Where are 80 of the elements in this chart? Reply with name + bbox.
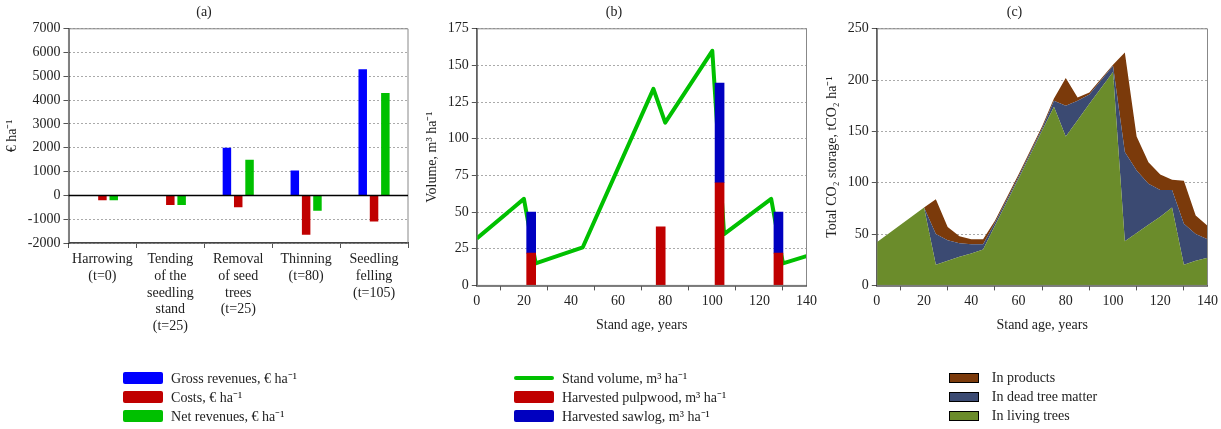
- y-tick-label: 250: [847, 20, 869, 36]
- x-tick-label: 40: [964, 293, 979, 309]
- x-tick-label: 120: [1149, 293, 1171, 309]
- bar: [714, 82, 725, 184]
- bar: [177, 195, 186, 205]
- legend-label: Net revenues, € ha⁻¹: [171, 408, 285, 425]
- x-tick-label: Removal of seed trees (t=25): [212, 251, 264, 318]
- bar: [109, 195, 118, 201]
- y-tick-label: 175: [447, 20, 469, 36]
- bar: [290, 170, 300, 195]
- x-axis-title: Stand age, years: [996, 317, 1088, 333]
- legend-label: In living trees: [991, 407, 1070, 424]
- x-tick-label: 0: [873, 293, 881, 309]
- bar: [714, 182, 725, 286]
- x-tick-label: 40: [564, 293, 578, 309]
- legend-label: Gross revenues, € ha⁻¹: [171, 370, 297, 387]
- x-tick-label: 0: [473, 293, 481, 309]
- bar: [381, 93, 390, 195]
- y-axis-title: Total CO₂ storage, tCO₂ ha⁻¹: [824, 76, 840, 238]
- bar: [301, 195, 311, 235]
- bar: [526, 252, 537, 286]
- bar: [233, 195, 243, 208]
- y-tick-label: 5000: [32, 68, 61, 84]
- y-tick-label: 0: [53, 187, 61, 203]
- y-tick-label: 50: [854, 225, 869, 241]
- y-tick-label: 7000: [32, 20, 61, 36]
- chart-title: (a): [196, 4, 213, 21]
- y-tick-label: 50: [454, 203, 469, 219]
- x-tick-label: Thinning (t=80): [280, 251, 332, 284]
- y-tick-label: 150: [847, 123, 869, 139]
- y-tick-label: 200: [847, 71, 869, 87]
- y-tick-label: 2000: [32, 139, 61, 155]
- x-tick-label: 20: [917, 293, 932, 309]
- x-tick-label: 120: [748, 293, 770, 309]
- y-tick-label: 25: [454, 240, 469, 256]
- legend-label: Costs, € ha⁻¹: [171, 389, 243, 406]
- y-tick-label: 3000: [32, 115, 61, 131]
- bar: [98, 195, 107, 201]
- legend-label: Harvested pulpwood, m³ ha⁻¹: [561, 389, 727, 406]
- y-tick-label: 100: [447, 130, 469, 146]
- legend-label: In products: [991, 369, 1056, 386]
- x-tick-label: Tending of the seedling stand (t=25): [147, 251, 194, 335]
- bar: [369, 195, 379, 222]
- bar: [773, 211, 784, 254]
- y-axis-title: Volume, m³ ha⁻¹: [424, 111, 440, 203]
- y-tick-label: 75: [454, 167, 469, 183]
- y-tick-label: 1000: [32, 163, 61, 179]
- bar: [313, 195, 322, 211]
- bar: [773, 252, 784, 286]
- bar: [655, 226, 666, 286]
- legend-label: In dead tree matter: [991, 388, 1098, 405]
- y-tick-label: 150: [447, 57, 469, 73]
- y-axis-title: € ha⁻¹: [4, 119, 20, 153]
- bar: [358, 69, 367, 195]
- x-tick-label: 80: [658, 293, 673, 309]
- chart-title: (c): [1006, 4, 1023, 21]
- x-axis-title: Stand age, years: [595, 317, 688, 333]
- y-tick-label: -2000: [27, 234, 61, 250]
- bar: [245, 159, 254, 195]
- legend-label: Stand volume, m³ ha⁻¹: [561, 370, 688, 387]
- x-tick-label: 100: [1102, 293, 1124, 309]
- x-tick-label: Seedling felling (t=105): [349, 251, 399, 301]
- x-tick-label: 60: [1011, 293, 1026, 309]
- y-tick-label: 6000: [32, 44, 61, 60]
- y-tick-label: 100: [847, 174, 869, 190]
- x-tick-label: 60: [611, 293, 626, 309]
- x-tick-label: Harrowing (t=0): [72, 251, 133, 284]
- chart-title: (b): [605, 4, 623, 21]
- y-tick-label: -1000: [27, 210, 61, 226]
- bar: [166, 195, 175, 205]
- legend-label: Harvested sawlog, m³ ha⁻¹: [561, 408, 710, 425]
- y-tick-label: 4000: [32, 91, 61, 107]
- x-tick-label: 20: [516, 293, 531, 309]
- x-tick-label: 140: [796, 293, 817, 309]
- bar: [222, 147, 232, 195]
- bar: [526, 211, 537, 254]
- x-tick-label: 140: [1197, 293, 1218, 309]
- x-tick-label: 100: [701, 293, 723, 309]
- y-tick-label: 125: [447, 93, 469, 109]
- x-tick-label: 80: [1058, 293, 1073, 309]
